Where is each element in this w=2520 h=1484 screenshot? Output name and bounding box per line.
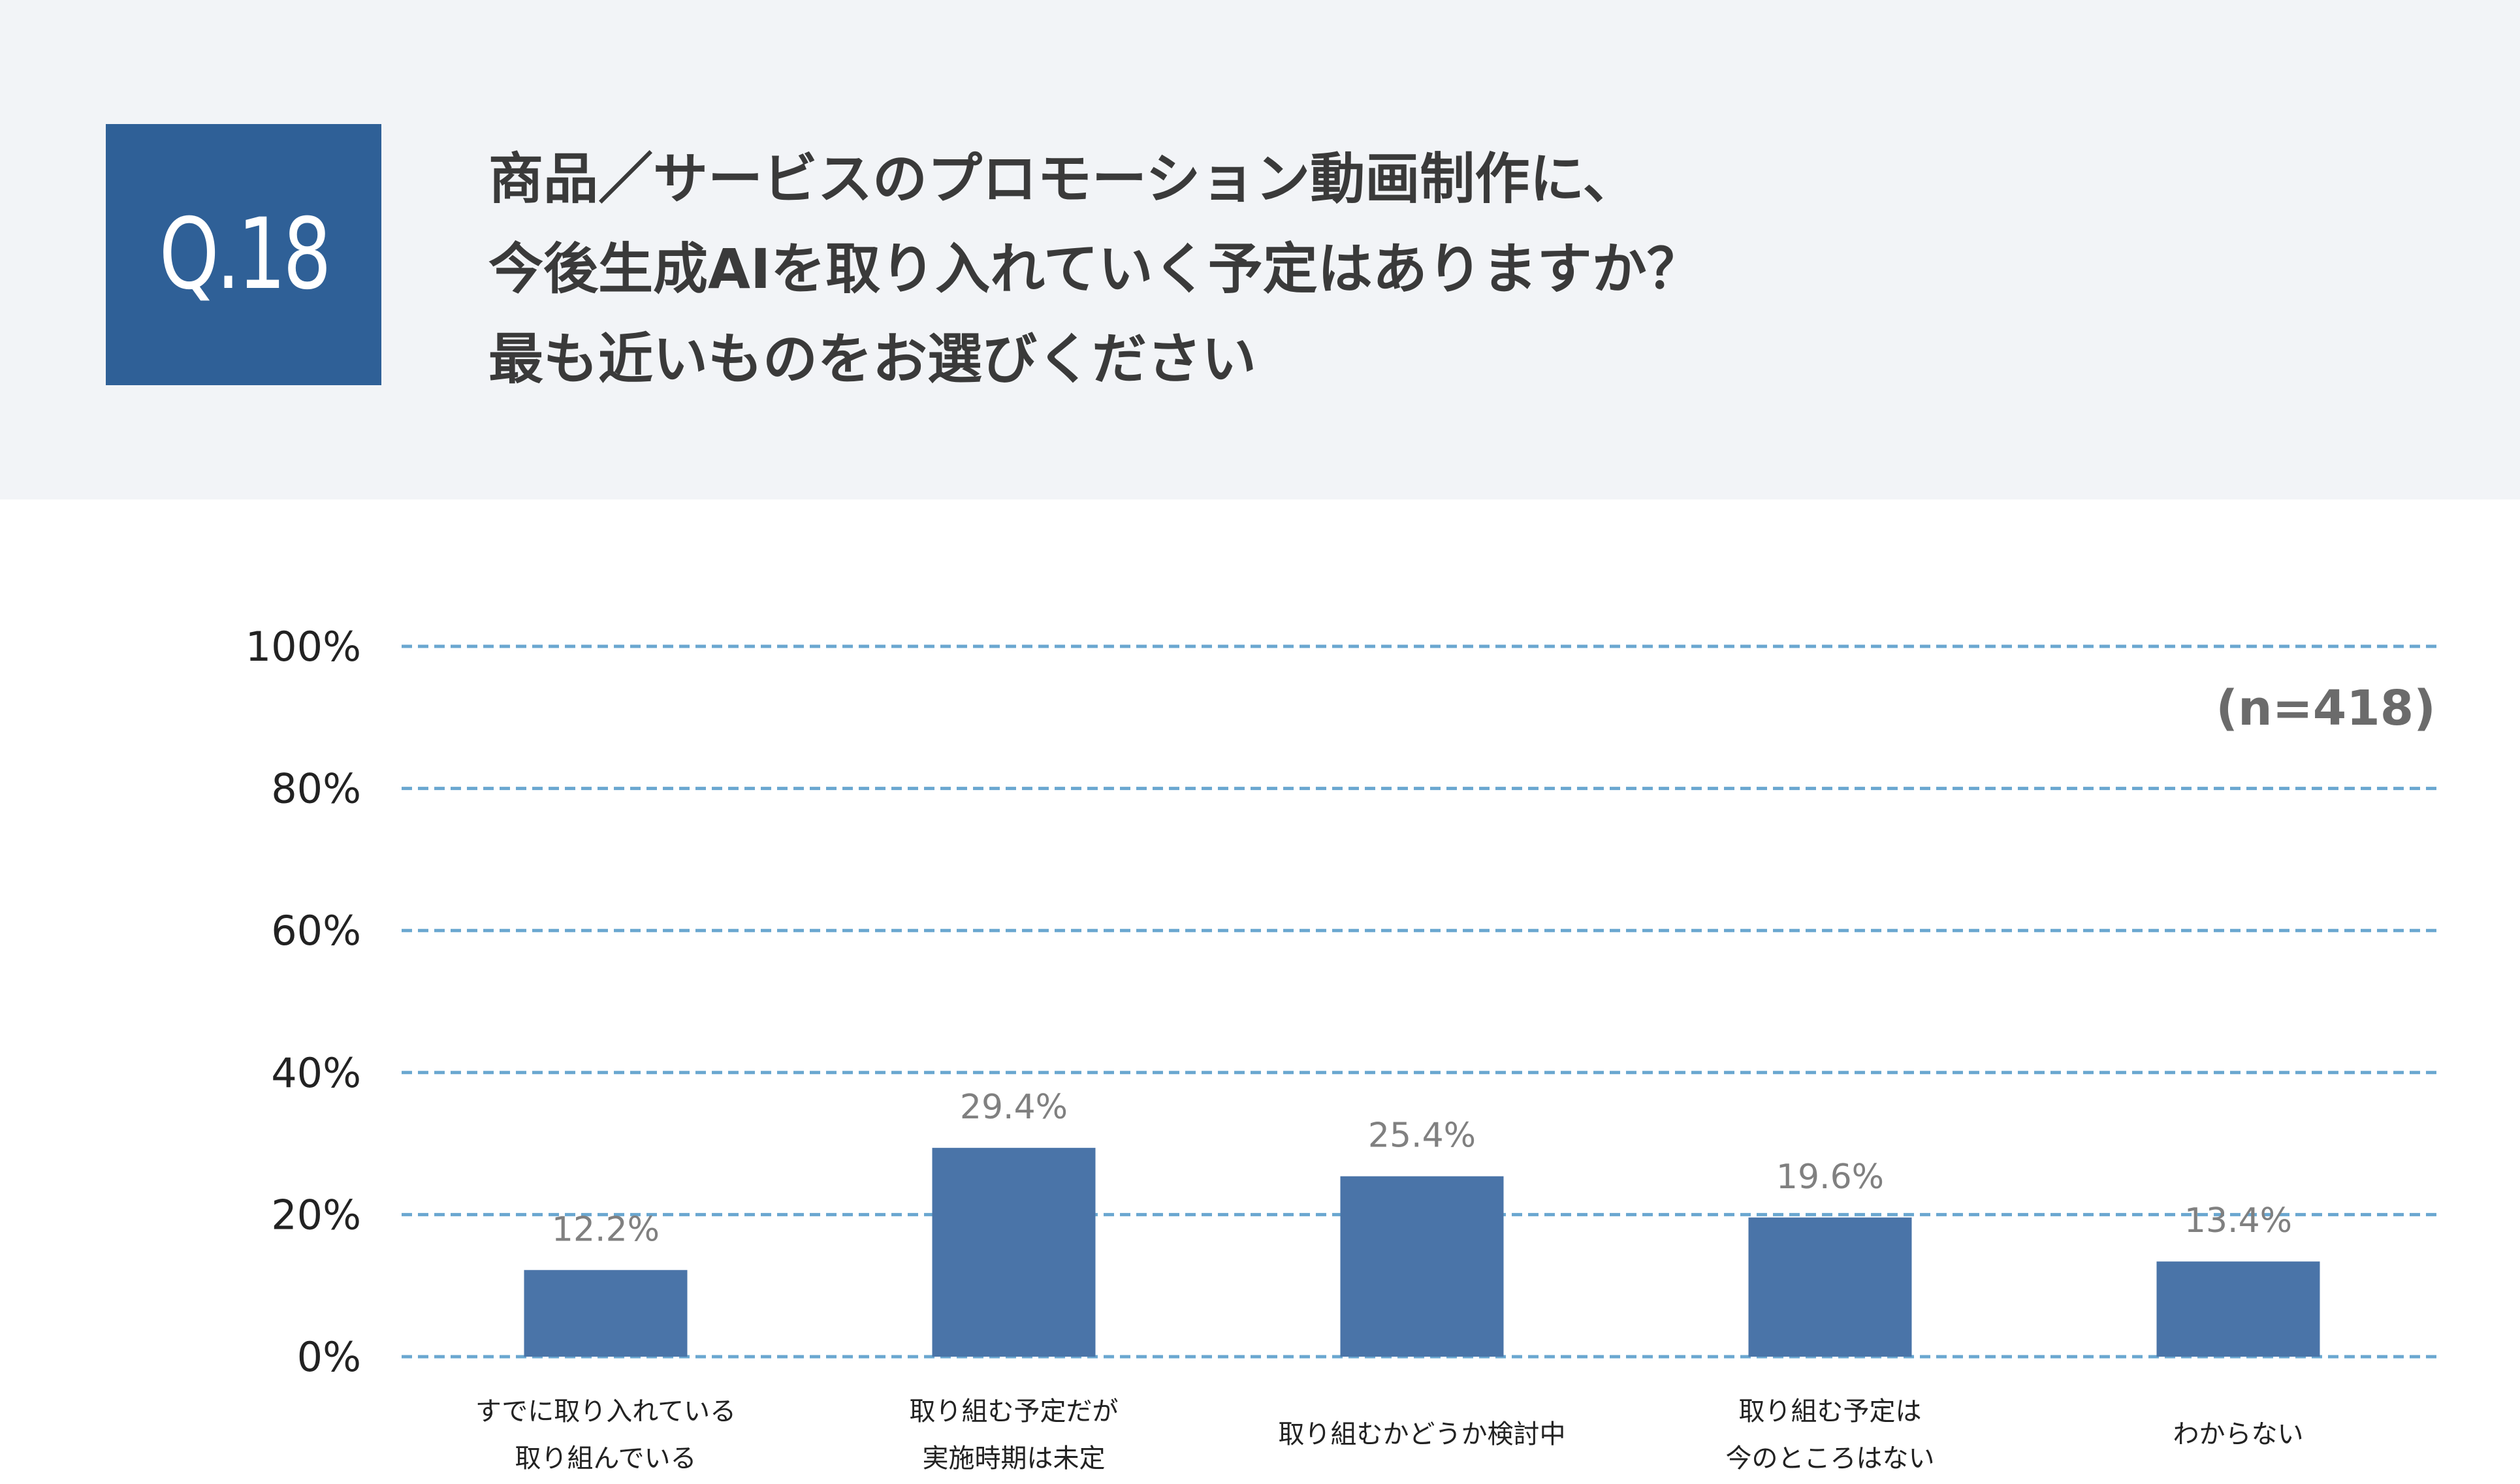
question-line: 今後生成AIを取り入れていく予定はありますか？ [488,237,1702,301]
category-label: 今のところはない [1726,1444,1935,1474]
question-text: 商品／サービスのプロモーション動画制作に、 今後生成AIを取り入れていく予定はあ… [488,134,2382,404]
y-axis-ticks: 0% 20% 40% 60% 80% 100% [246,623,361,1381]
value-label: 12.2% [552,1210,660,1249]
y-tick-label: 0% [297,1333,361,1381]
bar [932,1148,1096,1357]
bar [1340,1176,1504,1357]
y-tick-label: 80% [271,765,361,813]
question-number: Q.18 [159,198,331,311]
y-tick-label: 20% [271,1191,361,1239]
y-tick-label: 100% [246,623,361,671]
category-label: 取り組む予定は [1739,1397,1922,1427]
bar [1748,1217,1912,1357]
bar [2156,1261,2320,1357]
bars [524,1148,2320,1357]
category-label: 取り組んでいる [515,1444,697,1474]
data-labels: 12.2% 29.4% 25.4% 19.6% 13.4% [552,1088,2292,1249]
category-label: 取り組むかどうか検討中 [1279,1419,1566,1449]
question-line: 商品／サービスのプロモーション動画制作に、 [488,147,1638,211]
category-label: わからない [2173,1419,2304,1449]
y-tick-label: 60% [271,907,361,955]
question-header: Q.18 商品／サービスのプロモーション動画制作に、 今後生成AIを取り入れてい… [0,0,2520,499]
category-label: すでに取り入れている [475,1397,736,1427]
y-tick-label: 40% [271,1049,361,1097]
value-label: 19.6% [1776,1158,1884,1197]
sample-size-label: (n=418) [2216,680,2436,736]
question-number-badge: Q.18 [106,124,381,385]
bar-chart: 0%20%40%60%80%100% 12.2%29.4%25.4%19.6%1… [246,623,2442,1474]
value-label: 25.4% [1368,1116,1476,1156]
bar [524,1270,688,1357]
value-label: 29.4% [960,1088,1068,1127]
question-line: 最も近いものをお選びください [488,327,1257,391]
category-label: 実施時期は未定 [923,1444,1106,1474]
category-label: 取り組む予定だが [910,1397,1119,1427]
value-label: 13.4% [2184,1201,2292,1240]
